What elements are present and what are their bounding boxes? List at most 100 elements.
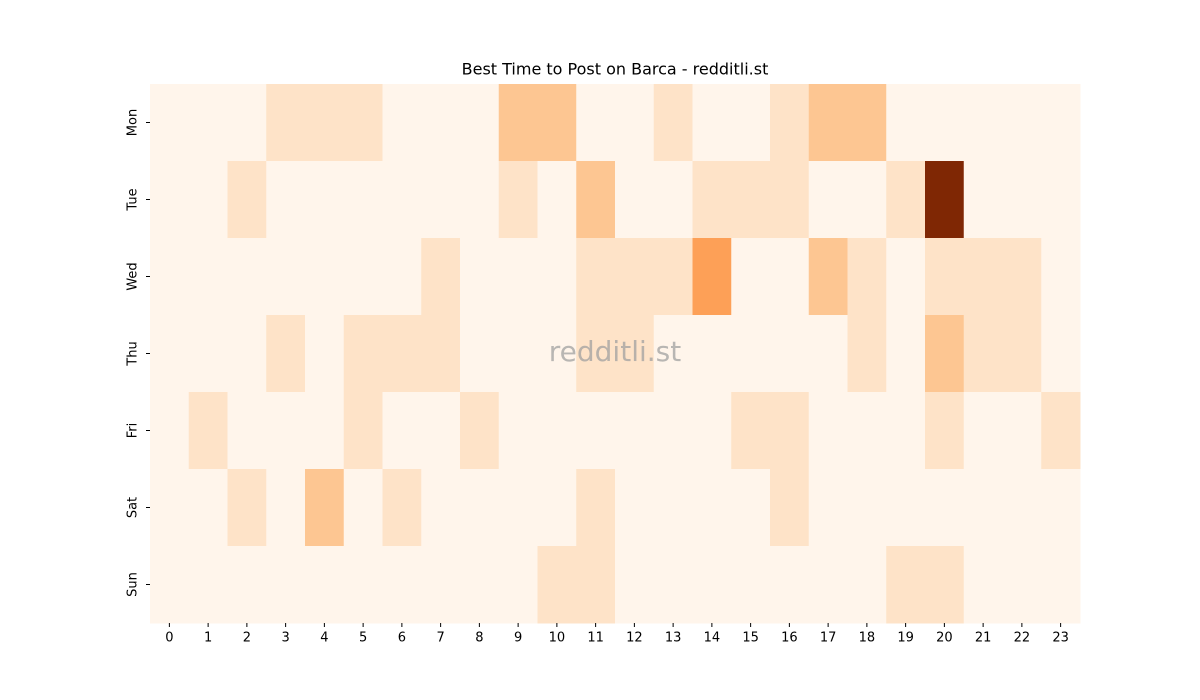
cell (305, 392, 345, 470)
cell (1002, 546, 1042, 624)
cell (150, 84, 190, 162)
x-tick-label: 20 (936, 631, 953, 646)
cell (537, 392, 577, 470)
cell (692, 161, 732, 239)
x-tick-label: 18 (859, 631, 876, 646)
cell (615, 84, 655, 162)
cell (576, 161, 616, 239)
cell (537, 238, 577, 316)
cell (1002, 315, 1042, 393)
cell (227, 238, 267, 316)
cell (615, 546, 655, 624)
cell (770, 84, 810, 162)
cell (305, 546, 345, 624)
cell (460, 238, 500, 316)
cell (421, 469, 461, 547)
cell (498, 315, 538, 393)
cell (576, 84, 616, 162)
cell (266, 84, 306, 162)
y-tick-label: Thu (126, 341, 141, 366)
cell (886, 315, 926, 393)
cell (925, 315, 965, 393)
x-tick-label: 13 (665, 631, 682, 646)
cell (615, 469, 655, 547)
cell (886, 84, 926, 162)
cell (925, 84, 965, 162)
y-tick-label: Wed (126, 262, 141, 290)
cell (770, 238, 810, 316)
cell (1002, 392, 1042, 470)
cell (886, 392, 926, 470)
cell (692, 315, 732, 393)
x-tick-label: 1 (204, 631, 212, 646)
x-tick-label: 7 (436, 631, 444, 646)
cell (653, 238, 693, 316)
cell (1002, 161, 1042, 239)
cell (847, 546, 887, 624)
x-tick-label: 16 (781, 631, 798, 646)
cell (150, 315, 190, 393)
cell (227, 469, 267, 547)
cell (150, 469, 190, 547)
cell (808, 161, 848, 239)
cell (847, 238, 887, 316)
cell (925, 469, 965, 547)
cell (615, 392, 655, 470)
cell (498, 84, 538, 162)
cell (847, 469, 887, 547)
cell (731, 315, 771, 393)
cell (653, 315, 693, 393)
y-tick-label: Sun (126, 572, 141, 597)
cell (808, 546, 848, 624)
cell (421, 238, 461, 316)
x-tick-label: 14 (704, 631, 721, 646)
cell (421, 392, 461, 470)
cell (266, 392, 306, 470)
y-tick-label: Sat (126, 497, 141, 518)
cell (382, 546, 422, 624)
x-tick-label: 6 (398, 631, 406, 646)
x-tick-label: 0 (165, 631, 173, 646)
x-tick-label: 3 (281, 631, 289, 646)
cell (576, 238, 616, 316)
cell (343, 84, 383, 162)
cell (653, 546, 693, 624)
cell (692, 238, 732, 316)
cell (188, 161, 228, 239)
cell (731, 84, 771, 162)
cell (770, 161, 810, 239)
cell (150, 238, 190, 316)
y-tick-label: Tue (126, 188, 141, 211)
cell (150, 546, 190, 624)
cell (692, 392, 732, 470)
cell (305, 469, 345, 547)
cell (731, 392, 771, 470)
cell (731, 161, 771, 239)
cell (1041, 238, 1081, 316)
x-tick-label: 21 (975, 631, 992, 646)
cell (963, 238, 1003, 316)
cell (266, 238, 306, 316)
cell (537, 315, 577, 393)
cell (498, 469, 538, 547)
cell (537, 84, 577, 162)
cell (925, 546, 965, 624)
cell (1041, 392, 1081, 470)
cell (653, 392, 693, 470)
x-tick-label: 11 (587, 631, 604, 646)
cell (886, 469, 926, 547)
cell (227, 315, 267, 393)
x-tick-label: 10 (549, 631, 566, 646)
cell (808, 469, 848, 547)
heatmap (150, 84, 1081, 624)
x-tick-label: 12 (626, 631, 643, 646)
cell (421, 315, 461, 393)
cell (227, 84, 267, 162)
cell (188, 469, 228, 547)
cell (537, 469, 577, 547)
cell (692, 469, 732, 547)
cell (925, 392, 965, 470)
cell (343, 546, 383, 624)
cell (1041, 546, 1081, 624)
cell (460, 161, 500, 239)
